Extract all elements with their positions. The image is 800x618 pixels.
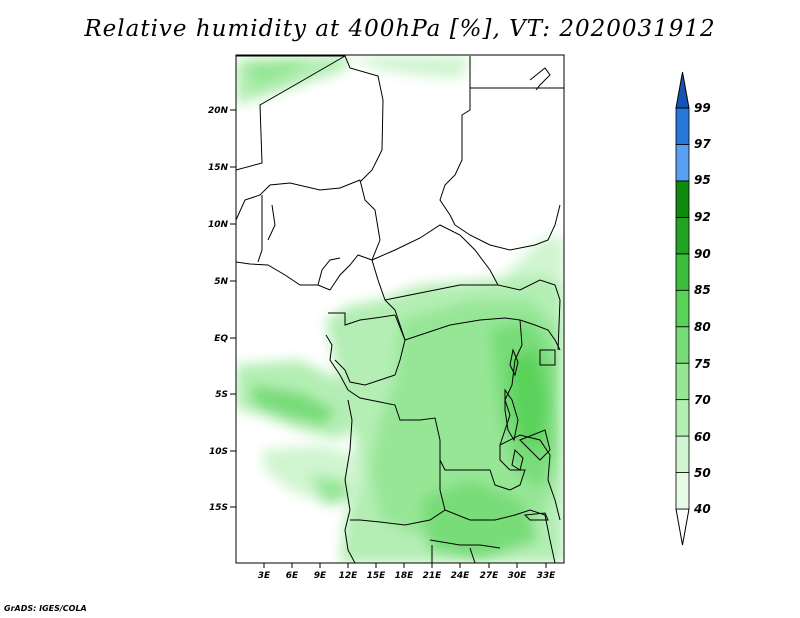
map-frame [235, 54, 565, 564]
colorbar-label-85: 85 [694, 283, 711, 297]
colorbar-label-60: 60 [694, 430, 711, 444]
colorbar-arrow-high [675, 71, 690, 109]
colorbar-box [675, 180, 690, 218]
lat-label-20n: 20N [208, 106, 229, 116]
colorbar-label-95: 95 [694, 173, 711, 187]
lon-label-15e: 15E [367, 571, 387, 581]
lon-label-30e: 30E [508, 571, 528, 581]
lon-label-3e: 3E [258, 571, 271, 581]
colorbar-label-70: 70 [694, 393, 711, 407]
country-borders [236, 55, 564, 563]
lat-label-5n: 5N [214, 277, 228, 287]
colorbar-box [675, 326, 690, 364]
colorbar-box [675, 216, 690, 255]
lon-label-21e: 21E [423, 571, 443, 581]
colorbar-labels: 99 97 95 92 90 85 80 75 70 60 50 40 [693, 101, 711, 516]
colorbar-label-40: 40 [693, 502, 711, 516]
colorbar-box [675, 107, 690, 145]
colorbar-box [675, 289, 690, 328]
map-title: Relative humidity at 400hPa [%], VT: 202… [84, 16, 716, 42]
colorbar-box [675, 144, 690, 182]
colorbar-label-97: 97 [694, 137, 711, 151]
lat-labels: 20N 15N 10N 5N EQ 5S 10S 15S [208, 106, 229, 513]
lat-label-10n: 10N [208, 220, 229, 230]
colorbar-label-99: 99 [694, 101, 711, 115]
lat-label-10s: 10S [209, 447, 228, 457]
lat-label-eq: EQ [214, 334, 228, 344]
colorbar-label-90: 90 [694, 247, 711, 261]
colorbar [675, 71, 690, 546]
lat-ticks [230, 109, 236, 508]
colorbar-label-75: 75 [694, 357, 711, 371]
colorbar-box [675, 399, 690, 437]
lon-label-27e: 27E [480, 571, 500, 581]
colorbar-arrow-low [675, 508, 690, 546]
lon-label-18e: 18E [395, 571, 415, 581]
lat-label-15n: 15N [208, 163, 229, 173]
lon-label-24e: 24E [451, 571, 471, 581]
lon-label-6e: 6E [286, 571, 299, 581]
lon-label-12e: 12E [339, 571, 359, 581]
lon-label-9e: 9E [314, 571, 327, 581]
grads-credit: GrADS: IGES/COLA [4, 604, 87, 613]
lat-label-5s: 5S [215, 390, 228, 400]
lat-label-15s: 15S [209, 503, 228, 513]
colorbar-label-50: 50 [694, 466, 711, 480]
colorbar-box [675, 435, 690, 473]
colorbar-label-80: 80 [694, 320, 711, 334]
humidity-shading [236, 55, 564, 563]
lon-ticks [263, 563, 547, 568]
colorbar-label-92: 92 [694, 210, 711, 224]
colorbar-box [675, 362, 690, 401]
colorbar-box [675, 253, 690, 291]
lon-labels: 3E 6E 9E 12E 15E 18E 21E 24E 27E 30E 33E [258, 571, 556, 581]
colorbar-box [675, 472, 690, 510]
lon-label-33e: 33E [537, 571, 557, 581]
